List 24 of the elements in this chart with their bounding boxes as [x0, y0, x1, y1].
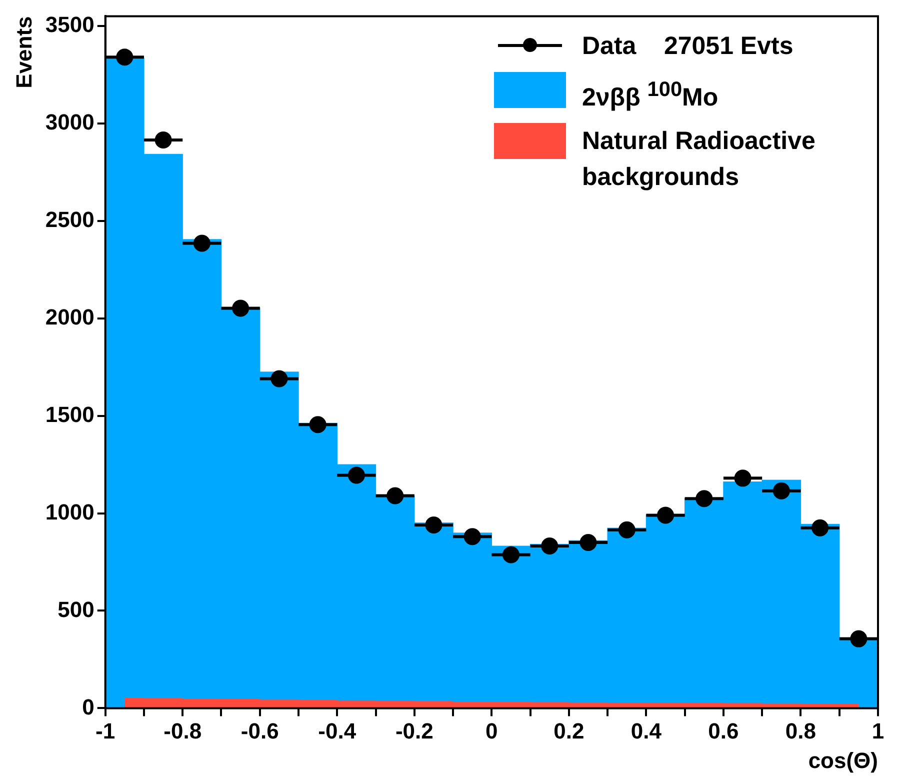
- y-axis-title: Events: [11, 16, 36, 88]
- x-tick-label: 0.8: [785, 718, 816, 744]
- y-tick-label: 3000: [45, 109, 94, 134]
- x-tick-label: 0.6: [708, 718, 739, 744]
- y-tick-label: 500: [58, 596, 94, 622]
- y-tick-label: 0: [82, 694, 94, 720]
- x-tick-label: -0.2: [395, 718, 434, 744]
- legend-label: 2νββ $^{100}$Mo: [582, 77, 718, 114]
- y-tick-label: 1500: [45, 402, 94, 427]
- y-tick-label: 1000: [45, 499, 94, 524]
- x-tick-label: -0.8: [164, 718, 202, 744]
- x-tick-label: 1: [872, 718, 884, 744]
- x-tick-label: -0.6: [240, 718, 279, 744]
- x-tick-label: 0: [486, 718, 498, 744]
- y-tick-label: 2500: [45, 206, 94, 232]
- x-axis-title: cos(Θ): [808, 748, 878, 773]
- x-tick-label: -0.4: [318, 718, 357, 744]
- x-tick-label: 0.2: [554, 718, 584, 744]
- y-tick-label: 2000: [45, 304, 94, 330]
- x-tick-label: 0.4: [630, 718, 662, 744]
- x-tick-label: -1: [96, 718, 116, 744]
- legend-label: Data 27051 Evts: [582, 31, 794, 62]
- y-tick-label: 3500: [45, 12, 94, 38]
- legend-label: Natural Radioactive backgrounds: [582, 126, 816, 194]
